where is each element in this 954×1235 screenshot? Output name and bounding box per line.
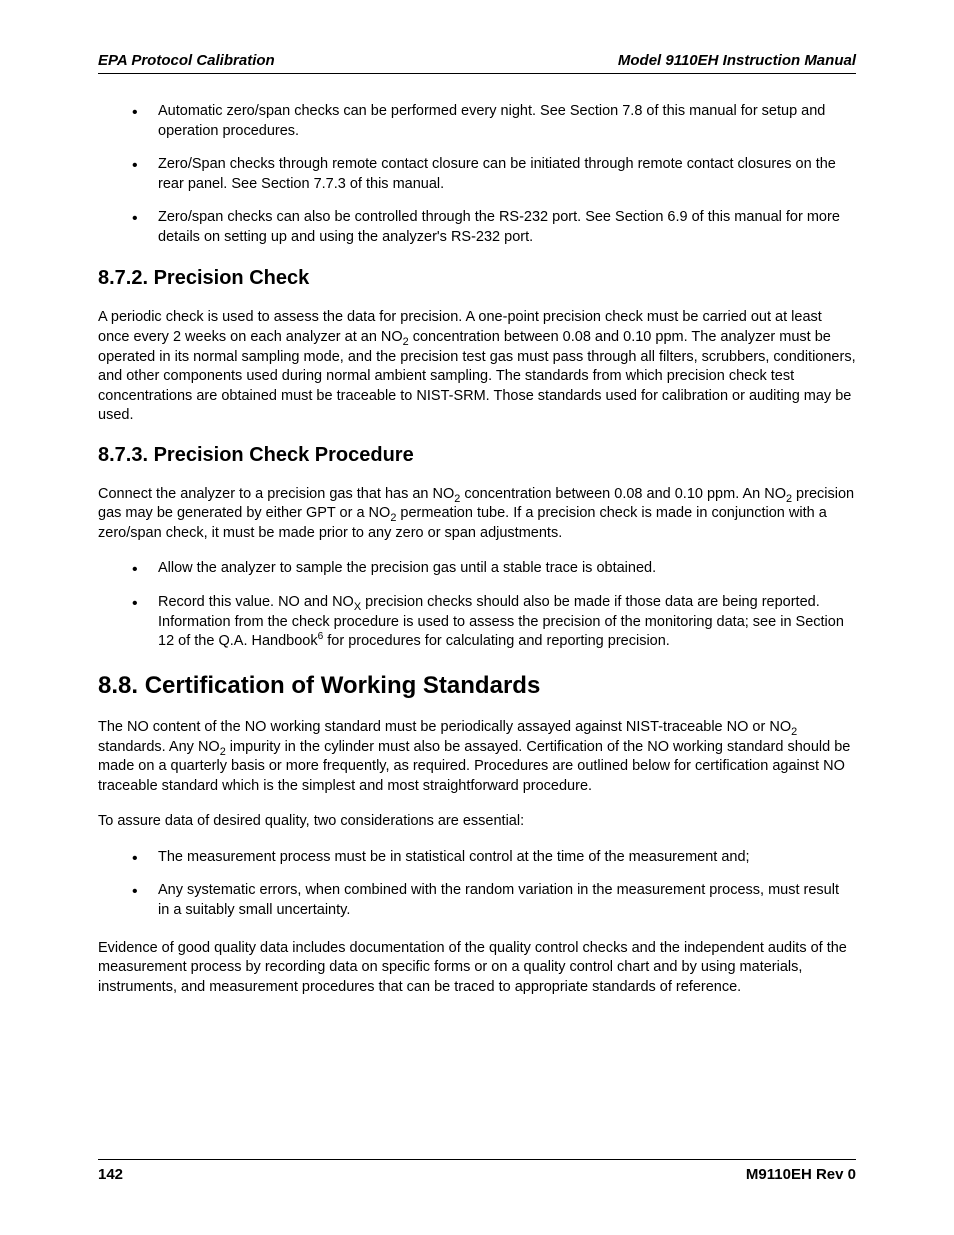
footer-page-number: 142 (98, 1166, 123, 1183)
paragraph-88-2: To assure data of desired quality, two c… (98, 812, 856, 832)
page-content: Automatic zero/span checks can be perfor… (98, 102, 856, 997)
paragraph-872: A periodic check is used to assess the d… (98, 308, 856, 425)
list-item: Zero/span checks can also be controlled … (158, 208, 856, 247)
text-fragment: Connect the analyzer to a precision gas … (98, 486, 454, 502)
page-header: EPA Protocol Calibration Model 9110EH In… (98, 52, 856, 74)
footer-revision: M9110EH Rev 0 (746, 1166, 856, 1183)
heading-88: 8.8. Certification of Working Standards (98, 670, 856, 702)
text-fragment: for procedures for calculating and repor… (323, 633, 670, 649)
list-item: Any systematic errors, when combined wit… (158, 881, 856, 920)
text-fragment: The NO content of the NO working standar… (98, 719, 791, 735)
heading-873: 8.7.3. Precision Check Procedure (98, 442, 856, 469)
header-right: Model 9110EH Instruction Manual (618, 52, 856, 69)
subscript-x: X (354, 601, 361, 613)
header-left: EPA Protocol Calibration (98, 52, 275, 69)
text-fragment: standards. Any NO (98, 739, 220, 755)
top-bullet-list: Automatic zero/span checks can be perfor… (98, 102, 856, 247)
text-fragment: Record this value. NO and NO (158, 594, 354, 610)
paragraph-873: Connect the analyzer to a precision gas … (98, 485, 856, 544)
paragraph-88-1: The NO content of the NO working standar… (98, 718, 856, 796)
document-page: EPA Protocol Calibration Model 9110EH In… (0, 0, 954, 1235)
subscript-2: 2 (791, 726, 797, 738)
list-item: Zero/Span checks through remote contact … (158, 155, 856, 194)
paragraph-88-3: Evidence of good quality data includes d… (98, 939, 856, 998)
considerations-bullet-list: The measurement process must be in stati… (98, 848, 856, 921)
heading-872: 8.7.2. Precision Check (98, 265, 856, 292)
list-item: Allow the analyzer to sample the precisi… (158, 559, 856, 579)
text-fragment: concentration between 0.08 and 0.10 ppm.… (460, 486, 786, 502)
page-footer: 142 M9110EH Rev 0 (98, 1159, 856, 1183)
procedure-bullet-list: Allow the analyzer to sample the precisi… (98, 559, 856, 651)
list-item: Automatic zero/span checks can be perfor… (158, 102, 856, 141)
list-item: The measurement process must be in stati… (158, 848, 856, 868)
list-item: Record this value. NO and NOX precision … (158, 593, 856, 652)
